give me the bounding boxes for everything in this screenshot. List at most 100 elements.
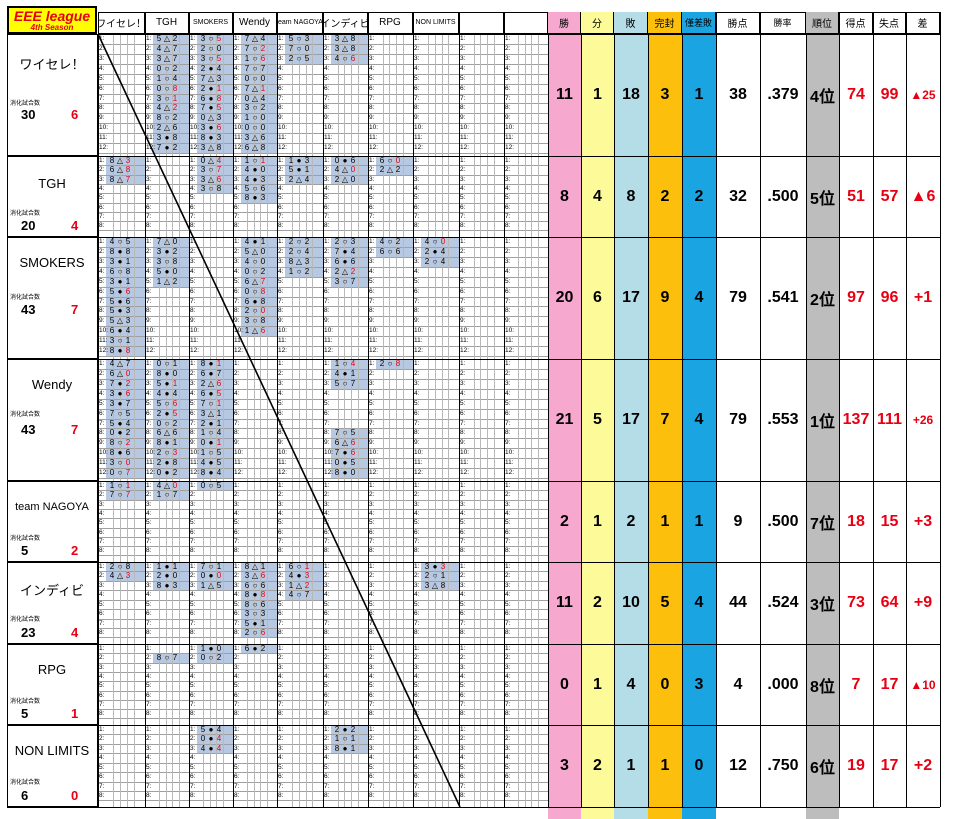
match-number: 7: [369,297,375,305]
match-number: 7: [99,700,105,708]
match-number: 1: [278,35,284,42]
match-number: 12: [278,347,288,355]
match-number: 9: [324,317,330,325]
score-digit: 1 [172,562,178,571]
match-number: 7: [460,94,466,102]
score-digit: 1 [216,398,222,408]
match-number: 3: [505,500,511,508]
match-number: 3: [414,175,420,183]
close-losses-value: 1 [694,512,704,530]
match-number: 1: [324,726,330,733]
match-number: 6: [190,610,196,618]
result-mark: △ [251,562,259,571]
match-number: 7: [369,619,375,627]
result-mark: ○ [252,286,258,296]
result-mark: △ [163,237,171,246]
match-number: 1: [278,645,284,652]
team-block-separator [7,725,940,726]
match-number: 4: [190,672,196,680]
match-number: 1: [460,482,466,489]
match-number: 7: [234,212,240,220]
match-number: 4: [505,591,511,599]
match-number: 7: [460,419,466,427]
result-mark: ● [117,398,123,408]
grid-column-line [233,12,234,807]
match-number: 5: [460,194,466,202]
diff-value: ▲6 [910,187,936,205]
score-digit: 2 [172,418,178,428]
match-number: 4: [460,389,466,397]
match-number: 1: [234,563,240,570]
match-number: 2: [190,491,196,499]
score-digit: 2 [379,165,385,175]
score-digit: 6 [334,256,340,266]
match-number: 5: [324,194,330,202]
result-mark: ● [342,156,348,165]
score-digit: 5 [304,53,310,63]
match-number: 7: [234,700,240,708]
result-mark: ○ [387,359,393,368]
match-number: 11: [99,134,108,142]
score-digit: 3 [244,609,250,619]
match-number: 5: [414,519,420,527]
score-digit: 5 [216,103,222,113]
match-number: 6: [324,287,330,295]
match-number: 8: [460,429,466,437]
match-number: 4: [505,267,511,275]
score-digit: 8 [260,143,266,153]
result-mark: △ [207,174,215,184]
score-digit: 6 [395,246,401,256]
match-number: 1: [324,563,330,570]
score-digit: 2 [172,113,178,123]
score-digit: 3 [440,562,446,571]
score-digit: 2 [260,266,266,276]
match-number: 4: [190,509,196,517]
result-mark: ○ [117,408,123,418]
score-digit: 3 [109,276,115,286]
match-number: 3: [99,54,105,62]
score-digit: 6 [244,143,250,153]
result-mark: △ [116,316,124,326]
result-mark: △ [163,481,171,490]
match-number: 3: [278,379,284,387]
score-digit: 7 [244,43,250,53]
match-number: 3: [460,663,466,671]
match-number: 4: [505,389,511,397]
score-digit: 1 [200,580,206,590]
match-number: 1: [99,563,105,570]
match-number: 8: [505,791,511,799]
score-digit: 1 [260,83,266,93]
score-digit: 1 [244,156,250,165]
grid-subcolumn-line [474,34,475,807]
result-mark: △ [295,174,303,184]
score-digit: 3 [125,306,131,316]
match-number: 5: [190,399,196,407]
match-number: 1: [414,238,420,245]
score-digit: 6 [125,286,131,296]
score-digit: 7 [350,276,356,286]
score-digit: 2 [334,237,340,246]
match-number: 7: [369,782,375,790]
match-number: 2: [146,166,152,174]
match-number: 6: [369,409,375,417]
match-number: 3: [234,744,240,752]
match-number: 7: [369,419,375,427]
match-number: 3: [505,54,511,62]
grid-subcolumn-line [487,34,488,807]
match-number: 12: [190,469,200,477]
score-digit: 3 [125,316,131,326]
score-digit: 0 [125,458,131,468]
match-number: 4: [278,591,284,599]
match-number: 2: [146,247,152,255]
match-number: 4: [505,509,511,517]
match-number: 7: [324,537,330,545]
match-number: 12: [369,144,379,152]
match-number: 9: [190,114,196,122]
score-digit: 2 [172,63,178,73]
team-row-5: team NAGOYA 消化試合数 5 2 [7,481,98,562]
team-block-separator [7,156,940,157]
result-mark: ○ [252,256,258,266]
goals-against-value: 57 [880,187,899,205]
score-digit: 4 [109,237,115,246]
